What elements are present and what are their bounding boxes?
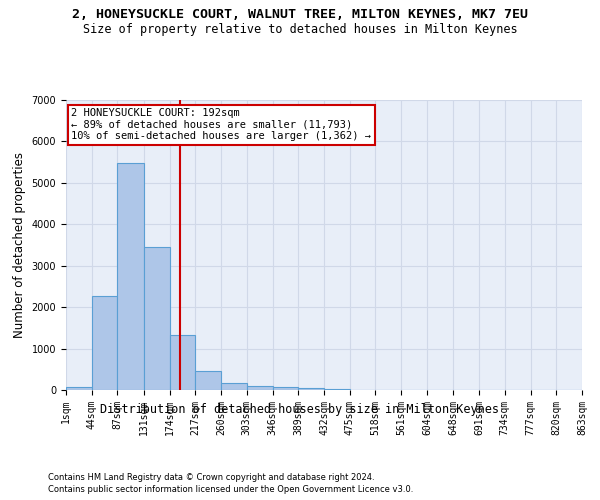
Bar	[247, 386, 272, 390]
Text: Contains public sector information licensed under the Open Government Licence v3: Contains public sector information licen…	[48, 485, 413, 494]
Text: Distribution of detached houses by size in Milton Keynes: Distribution of detached houses by size …	[101, 402, 499, 415]
Text: 2 HONEYSUCKLE COURT: 192sqm
← 89% of detached houses are smaller (11,793)
10% of: 2 HONEYSUCKLE COURT: 192sqm ← 89% of det…	[71, 108, 371, 142]
Bar	[66, 387, 92, 390]
Y-axis label: Number of detached properties: Number of detached properties	[13, 152, 26, 338]
Text: 2, HONEYSUCKLE COURT, WALNUT TREE, MILTON KEYNES, MK7 7EU: 2, HONEYSUCKLE COURT, WALNUT TREE, MILTO…	[72, 8, 528, 20]
Bar	[272, 388, 298, 390]
Text: Size of property relative to detached houses in Milton Keynes: Size of property relative to detached ho…	[83, 22, 517, 36]
Text: Contains HM Land Registry data © Crown copyright and database right 2024.: Contains HM Land Registry data © Crown c…	[48, 472, 374, 482]
Bar	[195, 370, 221, 390]
Bar	[221, 383, 247, 390]
Bar	[324, 389, 350, 390]
Bar	[298, 388, 324, 390]
Bar	[92, 296, 118, 390]
Bar	[118, 163, 144, 390]
Bar	[144, 247, 170, 390]
Bar	[170, 336, 195, 390]
